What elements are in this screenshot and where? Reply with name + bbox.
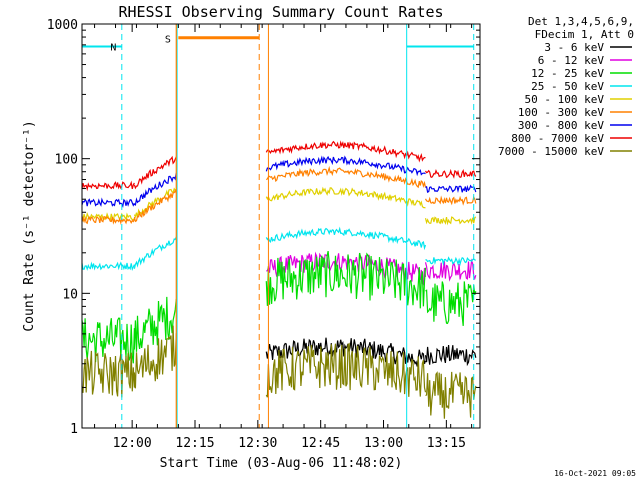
legend-header-line-2: FDecim 1, Att 0 [535, 28, 634, 41]
series-line-8 [81, 325, 477, 419]
x-tick-label: 12:15 [175, 436, 214, 451]
series-line-4 [81, 186, 477, 226]
legend-label-4: 50 - 100 keV [525, 93, 605, 106]
chart-title: RHESSI Observing Summary Count Rates [118, 3, 443, 21]
plot-content: NS [81, 24, 477, 428]
legend-label-6: 300 - 800 keV [518, 119, 604, 132]
series-line-5 [81, 165, 477, 225]
legend-label-2: 12 - 25 keV [531, 67, 604, 80]
x-tick-label: 13:15 [427, 436, 466, 451]
legend-header-line-1: Det 1,3,4,5,6,9, [528, 15, 634, 28]
legend-label-3: 25 - 50 keV [531, 80, 604, 93]
legend-label-7: 800 - 7000 keV [511, 132, 604, 145]
legend-label-8: 7000 - 15000 keV [498, 145, 604, 158]
plot-frame [81, 23, 481, 429]
x-axis-label: Start Time (03-Aug-06 11:48:02) [160, 456, 403, 471]
x-tick-label: 12:30 [238, 436, 277, 451]
x-tick-label: 12:00 [113, 436, 152, 451]
series-line-6 [81, 155, 477, 208]
x-tick-label: 13:00 [364, 436, 403, 451]
footer-timestamp: 16-Oct-2021 09:05 [554, 469, 636, 478]
series-line-7 [81, 140, 477, 192]
series-line-1 [266, 251, 477, 286]
legend-label-0: 3 - 6 keV [544, 41, 604, 54]
x-tick-label: 12:45 [301, 436, 340, 451]
flag-label-s: S [165, 35, 171, 46]
y-axis-label: Count Rate (s⁻¹ detector⁻¹) [22, 120, 37, 331]
y-tick-label: 1 [70, 422, 78, 437]
series-line-3 [81, 226, 476, 271]
y-tick-label: 10 [62, 287, 78, 302]
y-tick-label: 100 [55, 153, 78, 168]
series-line-2 [81, 250, 477, 364]
y-tick-label: 1000 [47, 18, 78, 33]
x-axis: 12:00 12:15 12:30 12:45 13:00 13:15 [94, 24, 473, 451]
flag-label-n: N [110, 43, 116, 54]
legend-label-1: 6 - 12 keV [538, 54, 605, 67]
legend-label-5: 100 - 300 keV [518, 106, 604, 119]
y-axis: 1 10 100 1000 [47, 18, 480, 437]
